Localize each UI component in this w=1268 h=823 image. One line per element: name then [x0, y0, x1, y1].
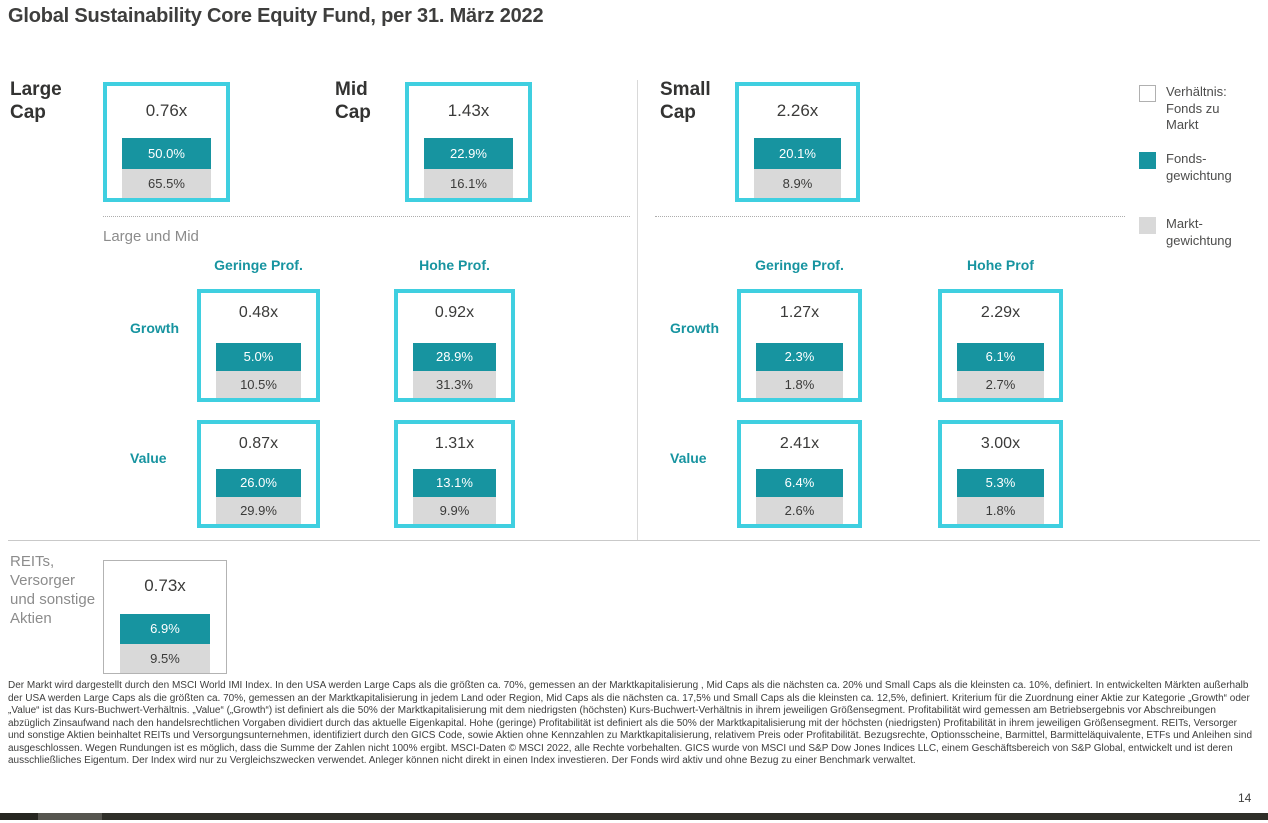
sc-growth-geringe-box: 1.27x 2.3% 1.8% — [737, 289, 862, 402]
large-cap-bars: 50.0% 65.5% — [122, 138, 211, 198]
progress-bar-played[interactable] — [38, 813, 102, 820]
ratio-value: 0.87x — [238, 435, 279, 452]
legend-market-swatch-icon — [1139, 217, 1156, 234]
lm-value-geringe-box: 0.87x 26.0% 29.9% — [197, 420, 320, 528]
fund-weight-bar: 13.1% — [412, 469, 497, 497]
weight-bars: 6.4% 2.6% — [756, 469, 843, 524]
dotted-divider-left — [103, 216, 630, 217]
ratio-value: 1.31x — [434, 435, 475, 452]
page-title: Global Sustainability Core Equity Fund, … — [8, 5, 544, 27]
fund-weight-bar: 5.0% — [215, 343, 302, 371]
large-cap-label: Large Cap — [10, 79, 62, 123]
weight-bars: 6.1% 2.7% — [957, 343, 1044, 398]
ratio-value: 2.29x — [980, 304, 1021, 321]
lm-row-label-growth: Growth — [130, 320, 179, 336]
dotted-divider-right — [655, 216, 1125, 217]
sc-header-hohe-prof: Hohe Prof — [967, 257, 1034, 273]
sc-row-label-value: Value — [670, 450, 707, 466]
weight-bars: 2.3% 1.8% — [756, 343, 843, 398]
fund-weight-bar: 2.3% — [756, 343, 843, 371]
legend-market-label: Markt-gewichtung — [1166, 216, 1232, 248]
horizontal-divider — [8, 540, 1260, 541]
large-cap-ratio: 0.76x — [145, 101, 188, 120]
ratio-value: 3.00x — [980, 435, 1021, 452]
footnote-text: Der Markt wird dargestellt durch den MSC… — [8, 680, 1253, 766]
market-weight-bar: 31.3% — [412, 371, 497, 398]
market-weight-bar: 8.9% — [754, 169, 841, 198]
ratio-value: 2.41x — [779, 435, 820, 452]
sc-row-label-growth: Growth — [670, 320, 719, 336]
ratio-value: 0.92x — [434, 304, 475, 321]
weight-bars: 28.9% 31.3% — [412, 343, 497, 398]
page-number: 14 — [1238, 791, 1252, 805]
ratio-value: 0.48x — [238, 304, 279, 321]
sc-growth-hohe-box: 2.29x 6.1% 2.7% — [938, 289, 1063, 402]
reits-box: 0.73x 6.9% 9.5% — [103, 560, 227, 674]
mid-cap-bars: 22.9% 16.1% — [424, 138, 513, 198]
ratio-value: 1.27x — [779, 304, 820, 321]
lm-header-hohe-prof: Hohe Prof. — [419, 257, 490, 273]
sc-value-hohe-box: 3.00x 5.3% 1.8% — [938, 420, 1063, 528]
market-weight-bar: 29.9% — [215, 497, 302, 524]
small-cap-label: Small Cap — [660, 79, 711, 123]
market-weight-bar: 1.8% — [756, 371, 843, 398]
reits-bars: 6.9% 9.5% — [119, 614, 211, 673]
fund-weight-bar: 6.9% — [119, 614, 211, 644]
small-cap-box: 2.26x 20.1% 8.9% — [735, 82, 860, 202]
weight-bars: 5.3% 1.8% — [957, 469, 1044, 524]
market-weight-bar: 16.1% — [424, 169, 513, 198]
progress-bar-segment-start[interactable] — [0, 813, 38, 820]
small-cap-bars: 20.1% 8.9% — [754, 138, 841, 198]
large-mid-section-label: Large und Mid — [103, 228, 199, 245]
reits-ratio: 0.73x — [144, 576, 186, 595]
fund-weight-bar: 6.4% — [756, 469, 843, 497]
sc-header-geringe-prof: Geringe Prof. — [755, 257, 844, 273]
market-weight-bar: 9.5% — [119, 644, 211, 673]
progress-bar-remaining[interactable] — [102, 813, 1268, 820]
sc-value-geringe-box: 2.41x 6.4% 2.6% — [737, 420, 862, 528]
fund-weight-bar: 22.9% — [424, 138, 513, 169]
reits-label: REITs, Versorger und sonstige Aktien — [10, 553, 96, 627]
mid-cap-label: Mid Cap — [335, 79, 371, 123]
fund-weight-bar: 50.0% — [122, 138, 211, 169]
mid-cap-ratio: 1.43x — [447, 101, 490, 120]
mid-cap-box: 1.43x 22.9% 16.1% — [405, 82, 532, 202]
market-weight-bar: 2.7% — [957, 371, 1044, 398]
fund-weight-bar: 5.3% — [957, 469, 1044, 497]
legend-fund-swatch-icon — [1139, 152, 1156, 169]
fund-weight-bar: 28.9% — [412, 343, 497, 371]
fund-weight-bar: 26.0% — [215, 469, 302, 497]
market-weight-bar: 2.6% — [756, 497, 843, 524]
market-weight-bar: 1.8% — [957, 497, 1044, 524]
market-weight-bar: 9.9% — [412, 497, 497, 524]
large-cap-box: 0.76x 50.0% 65.5% — [103, 82, 230, 202]
fund-weight-bar: 20.1% — [754, 138, 841, 169]
legend-fund-label: Fonds-gewichtung — [1166, 151, 1232, 183]
weight-bars: 5.0% 10.5% — [215, 343, 302, 398]
lm-row-label-value: Value — [130, 450, 167, 466]
lm-value-hohe-box: 1.31x 13.1% 9.9% — [394, 420, 515, 528]
lm-growth-geringe-box: 0.48x 5.0% 10.5% — [197, 289, 320, 402]
vertical-divider — [637, 80, 638, 540]
market-weight-bar: 65.5% — [122, 169, 211, 198]
weight-bars: 13.1% 9.9% — [412, 469, 497, 524]
weight-bars: 26.0% 29.9% — [215, 469, 302, 524]
fund-weight-bar: 6.1% — [957, 343, 1044, 371]
legend-ratio-swatch-icon — [1139, 85, 1156, 102]
market-weight-bar: 10.5% — [215, 371, 302, 398]
lm-growth-hohe-box: 0.92x 28.9% 31.3% — [394, 289, 515, 402]
lm-header-geringe-prof: Geringe Prof. — [214, 257, 303, 273]
legend-ratio-label: Verhältnis: Fonds zu Markt — [1166, 84, 1227, 132]
small-cap-ratio: 2.26x — [776, 101, 819, 120]
